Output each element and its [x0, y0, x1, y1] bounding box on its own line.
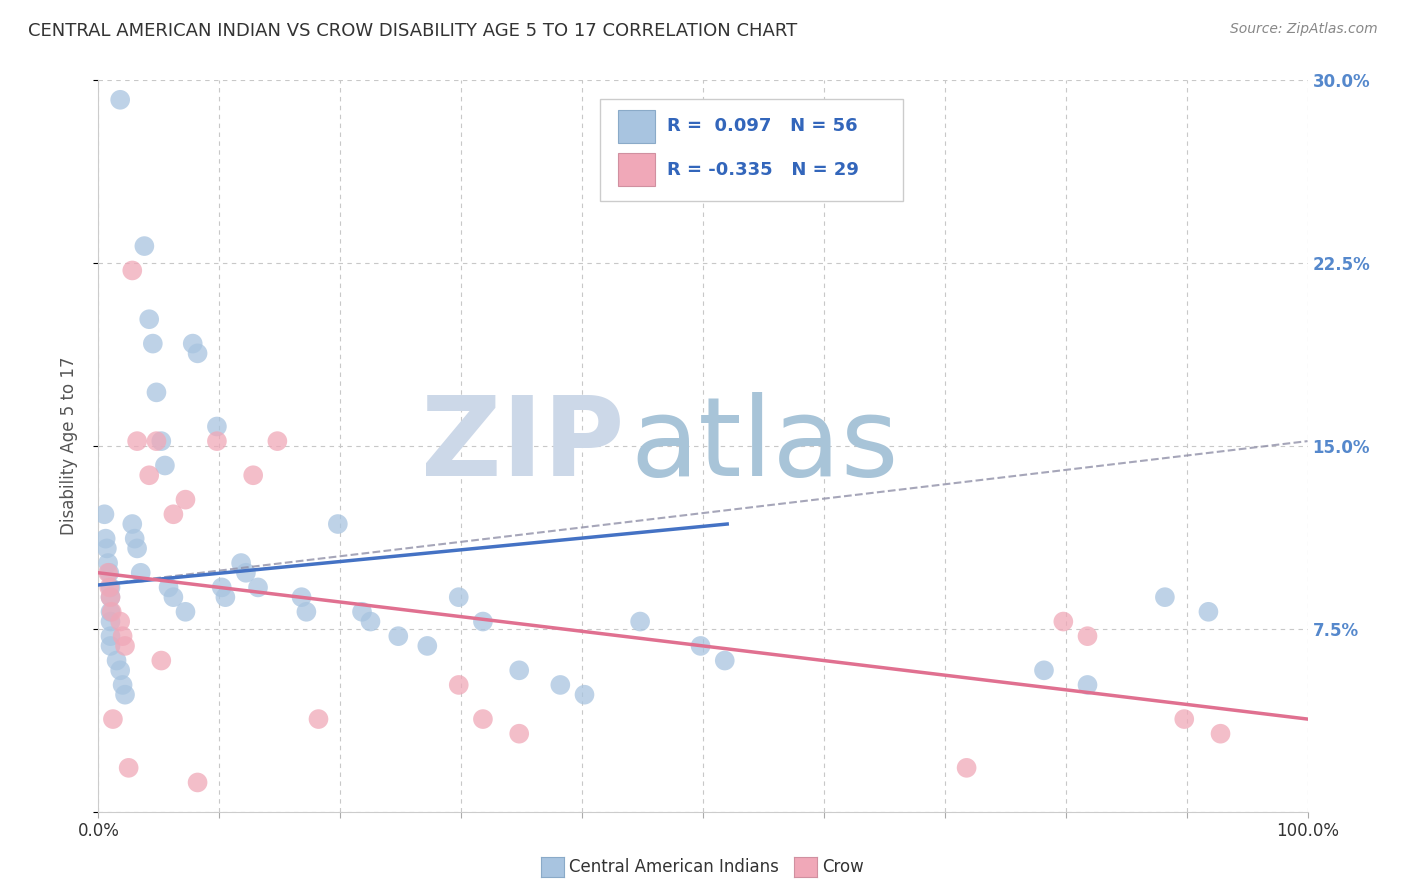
Point	[96, 541, 118, 556]
Point	[1033, 663, 1056, 677]
Point	[108, 93, 131, 107]
Point	[295, 605, 318, 619]
Point	[1173, 712, 1195, 726]
Point	[360, 615, 382, 629]
Point	[145, 434, 167, 449]
Point	[247, 581, 270, 595]
Point	[127, 541, 149, 556]
Point	[235, 566, 257, 580]
Text: Central American Indians: Central American Indians	[569, 858, 779, 876]
Point	[955, 761, 977, 775]
Point	[105, 654, 128, 668]
Point	[97, 556, 120, 570]
Point	[205, 419, 228, 434]
Point	[266, 434, 288, 449]
Point	[574, 688, 596, 702]
Point	[98, 566, 121, 580]
Point	[111, 678, 134, 692]
Point	[100, 615, 122, 629]
Text: R =  0.097   N = 56: R = 0.097 N = 56	[666, 118, 858, 136]
Point	[242, 468, 264, 483]
Point	[100, 590, 122, 604]
Point	[121, 263, 143, 277]
Point	[142, 336, 165, 351]
Point	[93, 508, 115, 522]
Point	[118, 761, 141, 775]
Y-axis label: Disability Age 5 to 17: Disability Age 5 to 17	[59, 357, 77, 535]
Point	[308, 712, 330, 726]
Point	[150, 434, 173, 449]
Point	[100, 629, 122, 643]
Point	[447, 678, 470, 692]
Point	[1052, 615, 1074, 629]
Point	[689, 639, 711, 653]
Text: ZIP: ZIP	[420, 392, 624, 500]
Point	[111, 629, 134, 643]
Point	[471, 712, 494, 726]
Point	[1076, 678, 1098, 692]
Point	[471, 615, 494, 629]
Point	[162, 508, 184, 522]
Point	[181, 336, 204, 351]
Point	[187, 775, 209, 789]
Point	[108, 663, 131, 677]
Point	[100, 639, 122, 653]
Point	[100, 590, 122, 604]
Point	[129, 566, 152, 580]
Point	[153, 458, 176, 473]
Point	[124, 532, 146, 546]
Point	[121, 516, 143, 531]
Point	[114, 639, 136, 653]
Point	[628, 615, 651, 629]
Bar	[619, 111, 655, 144]
Point	[150, 654, 173, 668]
Text: Crow: Crow	[823, 858, 865, 876]
Point	[508, 663, 530, 677]
Point	[100, 581, 122, 595]
Point	[1197, 605, 1219, 619]
Point	[100, 605, 122, 619]
Point	[508, 727, 530, 741]
Point	[101, 712, 124, 726]
Text: CENTRAL AMERICAN INDIAN VS CROW DISABILITY AGE 5 TO 17 CORRELATION CHART: CENTRAL AMERICAN INDIAN VS CROW DISABILI…	[28, 22, 797, 40]
Point	[100, 605, 122, 619]
Point	[387, 629, 409, 643]
Point	[326, 516, 349, 531]
Point	[157, 581, 180, 595]
Point	[214, 590, 236, 604]
Point	[1154, 590, 1177, 604]
Point	[162, 590, 184, 604]
Bar	[619, 153, 655, 186]
Point	[447, 590, 470, 604]
Point	[138, 468, 160, 483]
FancyBboxPatch shape	[600, 99, 903, 201]
Point	[713, 654, 735, 668]
Point	[211, 581, 233, 595]
Point	[205, 434, 228, 449]
Text: Source: ZipAtlas.com: Source: ZipAtlas.com	[1230, 22, 1378, 37]
Point	[98, 581, 121, 595]
Point	[114, 688, 136, 702]
Point	[1209, 727, 1232, 741]
Point	[97, 566, 120, 580]
Point	[174, 605, 197, 619]
Point	[108, 615, 131, 629]
Point	[1076, 629, 1098, 643]
Point	[145, 385, 167, 400]
Point	[127, 434, 149, 449]
Point	[94, 532, 117, 546]
Point	[550, 678, 572, 692]
Point	[134, 239, 156, 253]
Point	[290, 590, 312, 604]
Text: atlas: atlas	[630, 392, 898, 500]
Point	[138, 312, 160, 326]
Point	[187, 346, 209, 360]
Point	[174, 492, 197, 507]
Point	[416, 639, 439, 653]
Point	[350, 605, 373, 619]
Text: R = -0.335   N = 29: R = -0.335 N = 29	[666, 161, 859, 179]
Point	[229, 556, 252, 570]
